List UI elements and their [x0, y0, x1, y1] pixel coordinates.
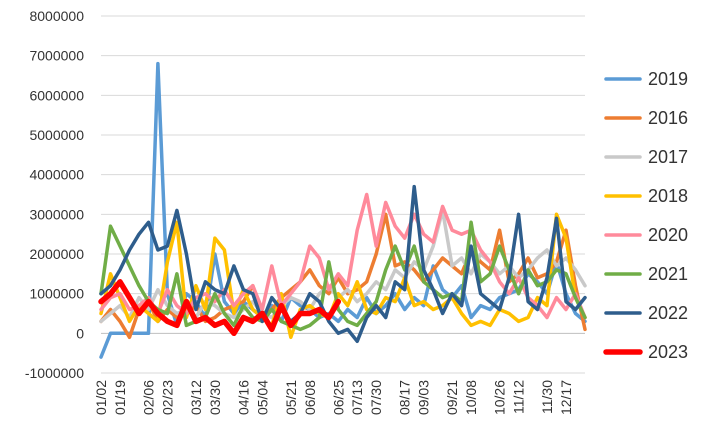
- x-tick-label: 07/13: [349, 380, 365, 415]
- y-axis-tick-labels: -1000000 0 1000000 2000000 3000000 4000000 500…: [25, 8, 84, 381]
- y-tick-label: 5000000: [29, 127, 84, 143]
- legend-label-2018: 2018: [648, 186, 688, 206]
- legend-label-2017: 2017: [648, 147, 688, 167]
- x-tick-label: 10/08: [463, 380, 479, 415]
- legend-label-2023: 2023: [648, 342, 688, 362]
- legend: 2019 2016 2017 2018 2020 2021 2022 2023: [603, 69, 688, 362]
- x-tick-label: 08/17: [397, 380, 413, 415]
- x-tick-label: 04/16: [235, 380, 251, 415]
- y-tick-label: 8000000: [29, 8, 84, 24]
- plot-area-series: [98, 61, 587, 359]
- x-tick-label: 01/02: [93, 380, 109, 415]
- x-tick-label: 09/21: [444, 380, 460, 415]
- y-tick-label: 6000000: [29, 87, 84, 103]
- series-line-2021: [99, 220, 587, 332]
- series-line-2018: [99, 212, 587, 340]
- x-tick-label: 06/08: [302, 380, 318, 415]
- x-axis-tick-labels: 01/02 01/19 02/06 02/23 03/12 03/30 04/16 05/04…: [93, 380, 574, 415]
- y-tick-label: 0: [76, 325, 84, 341]
- x-tick-label: 03/30: [207, 380, 223, 415]
- x-tick-label: 03/12: [188, 380, 204, 415]
- x-tick-label: 09/03: [416, 380, 432, 415]
- y-tick-label: 1000000: [29, 286, 84, 302]
- x-tick-label: 05/21: [283, 380, 299, 415]
- series-line-2023: [98, 279, 342, 337]
- y-tick-label: 4000000: [29, 167, 84, 183]
- x-tick-label: 02/23: [159, 380, 175, 415]
- x-tick-label: 07/30: [368, 380, 384, 415]
- y-tick-label: 3000000: [29, 206, 84, 222]
- legend-label-2022: 2022: [648, 303, 688, 323]
- series-line-2022: [99, 184, 587, 344]
- x-tick-label: 01/19: [112, 380, 128, 415]
- legend-label-2019: 2019: [648, 69, 688, 89]
- legend-label-2016: 2016: [648, 108, 688, 128]
- y-tick-label: 7000000: [29, 48, 84, 64]
- legend-label-2020: 2020: [648, 225, 688, 245]
- x-tick-label: 11/12: [511, 380, 527, 414]
- x-tick-label: 02/06: [140, 380, 156, 415]
- y-tick-label: -1000000: [25, 365, 84, 381]
- x-tick-label: 12/17: [558, 380, 574, 415]
- x-tick-label: 11/30: [539, 380, 555, 414]
- x-tick-label: 10/26: [492, 380, 508, 415]
- x-tick-label: 05/04: [254, 380, 270, 415]
- legend-label-2021: 2021: [648, 264, 688, 284]
- y-tick-label: 2000000: [29, 246, 84, 262]
- x-tick-label: 06/25: [330, 380, 346, 415]
